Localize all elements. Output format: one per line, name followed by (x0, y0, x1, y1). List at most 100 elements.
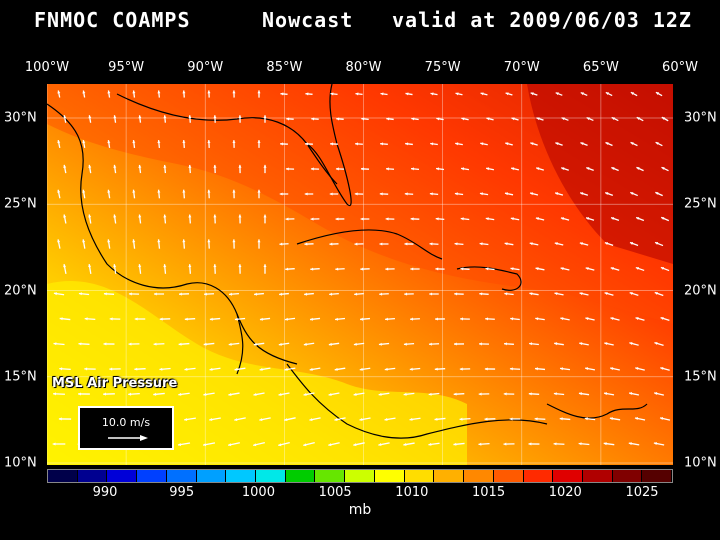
wind-arrow (184, 417, 196, 421)
wind-arrow (485, 167, 495, 171)
wind-arrow (485, 217, 495, 221)
wind-arrow (479, 192, 489, 196)
wind-arrow (310, 267, 320, 271)
wind-arrow (359, 317, 371, 321)
wind-arrow (605, 91, 613, 97)
wind-arrow (103, 392, 115, 396)
wind-arrow (461, 117, 469, 121)
longitude-label: 70°W (503, 60, 540, 75)
wind-arrow (610, 317, 620, 321)
wind-arrow (409, 367, 421, 371)
wind-arrow (159, 367, 171, 371)
wind-arrow (238, 264, 242, 274)
wind-arrow (661, 166, 669, 172)
wind-arrow (584, 367, 596, 371)
wind-arrow (202, 442, 216, 447)
wind-arrow (184, 367, 196, 371)
wind-arrow (479, 292, 489, 296)
pressure-band-1020 (527, 84, 673, 264)
wind-arrow (454, 292, 464, 296)
wind-arrow (279, 242, 289, 246)
wind-arrow (53, 392, 65, 396)
gulf-coast (47, 103, 298, 365)
wind-arrow (207, 239, 211, 249)
wind-arrow (478, 442, 490, 446)
wind-arrow (528, 442, 540, 446)
wind-arrow (660, 366, 670, 371)
wind-arrow (405, 142, 413, 146)
wind-arrow (630, 91, 638, 97)
wind-arrow (479, 242, 489, 246)
wind-arrow (328, 392, 340, 396)
wind-arrow (554, 342, 564, 346)
latitude-label: 10°N (684, 455, 717, 471)
wind-arrow (53, 292, 65, 296)
wind-arrow (257, 90, 261, 98)
longitude-label: 60°W (662, 60, 698, 75)
wind-arrow (453, 392, 465, 396)
reference-vector-label: 10.0 m/s (101, 416, 151, 429)
wind-arrow (259, 417, 271, 422)
wind-arrow (484, 367, 496, 371)
wind-arrow (504, 192, 514, 196)
wind-arrow (128, 392, 140, 396)
wind-arrow (509, 417, 521, 421)
colorbar-swatch (48, 470, 78, 482)
us-gulf-coast (116, 93, 338, 185)
field-label: MSL Air Pressure (52, 376, 178, 391)
wind-arrow (58, 417, 72, 421)
colorbar-swatch (553, 470, 583, 482)
wind-arrow (109, 367, 121, 371)
longitude-label: 80°W (345, 60, 382, 75)
wind-arrow (209, 367, 221, 371)
wind-arrow (238, 115, 242, 123)
latitude-label: 15°N (4, 369, 37, 385)
wind-arrow (560, 267, 570, 271)
wind-arrow (329, 242, 339, 246)
longitude-label: 95°W (108, 60, 145, 75)
wind-arrow (455, 92, 463, 96)
wind-arrow (103, 342, 115, 346)
wind-arrow (510, 317, 520, 321)
wind-arrow (484, 417, 496, 421)
colorbar-swatch (285, 470, 316, 482)
wind-arrow (460, 167, 470, 171)
wind-arrow (286, 117, 294, 121)
wind-arrow (330, 142, 338, 146)
wind-arrow (430, 92, 438, 96)
reference-vector-box: 10.0 m/s (78, 406, 174, 450)
wind-arrow (353, 392, 365, 396)
wind-arrow (178, 292, 190, 296)
wind-arrow (634, 417, 646, 421)
wind-arrow (279, 292, 289, 296)
latitude-label: 10°N (4, 455, 37, 471)
wind-arrow (284, 417, 296, 422)
colorbar-unit: mb (348, 502, 372, 518)
wind-arrow (209, 417, 221, 422)
wind-arrow (554, 242, 564, 246)
wind-arrow (659, 416, 671, 421)
map-canvas (47, 84, 673, 465)
wind-arrow (188, 164, 192, 174)
colorbar-tick-label: 990 (92, 485, 118, 500)
wind-arrow (163, 264, 167, 274)
wind-arrow (435, 267, 445, 271)
wind-arrow (78, 392, 90, 396)
wind-arrow (560, 217, 570, 221)
wind-arrow (636, 166, 644, 172)
title-product: Nowcast (262, 8, 354, 32)
wind-arrow (561, 117, 569, 121)
wind-arrow (78, 342, 90, 346)
wind-arrow (404, 192, 414, 196)
wind-arrow (411, 117, 419, 121)
wind-arrow (534, 367, 546, 371)
wind-arrow (263, 164, 267, 174)
wind-arrow (63, 214, 67, 224)
wind-arrow (354, 192, 364, 196)
wind-arrow (153, 392, 165, 396)
wind-arrow (435, 217, 445, 221)
wind-arrow (505, 92, 513, 96)
wind-arrow (330, 92, 338, 96)
colorbar-swatch (226, 470, 257, 482)
colorbar-swatch (345, 470, 375, 482)
